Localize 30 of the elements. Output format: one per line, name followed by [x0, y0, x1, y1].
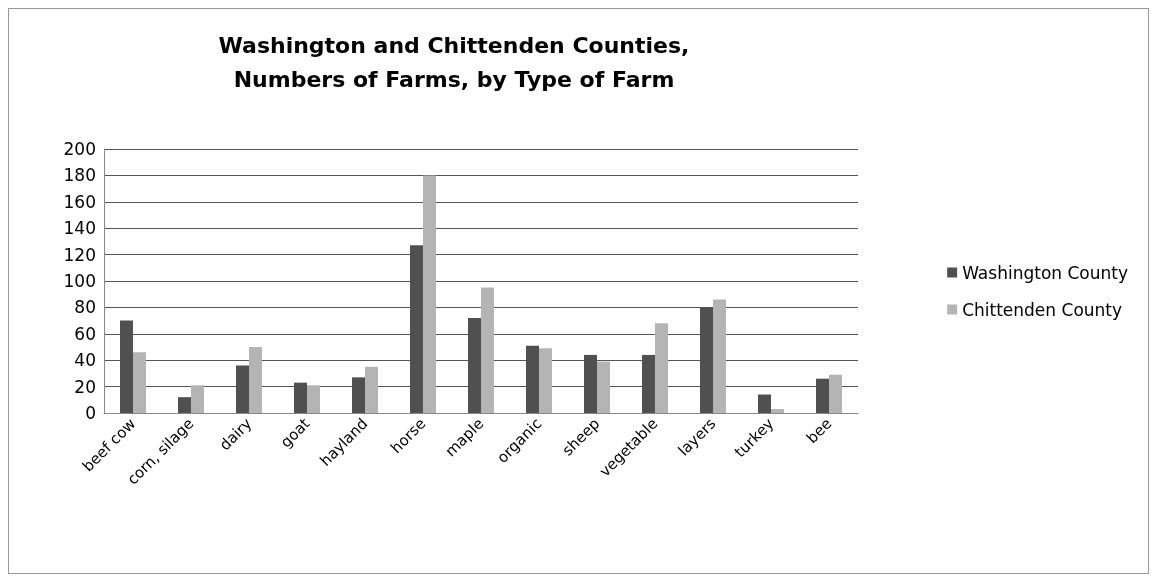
y-tick-label: 20 — [74, 376, 96, 397]
chart-title: Washington and Chittenden Counties, Numbers of Farms, by Type of Farm — [218, 32, 690, 92]
bar — [758, 394, 771, 413]
y-tick-label: 0 — [85, 403, 96, 423]
y-tick-label: 200 — [63, 139, 96, 159]
bar — [133, 352, 146, 413]
bar — [178, 397, 191, 413]
bar — [365, 366, 378, 413]
bar — [481, 287, 494, 413]
bar — [539, 348, 552, 413]
bar — [713, 299, 726, 413]
y-tick-label: 180 — [63, 165, 96, 186]
y-tick-label: 100 — [63, 271, 96, 291]
bar — [597, 361, 610, 413]
y-tick-label: 160 — [63, 191, 96, 212]
legend-label: Washington County — [962, 262, 1129, 283]
bar — [829, 374, 842, 413]
y-tick-label: 40 — [74, 350, 96, 371]
bar — [655, 323, 668, 413]
bar — [307, 385, 320, 413]
bar — [423, 175, 436, 413]
y-tick-label: 120 — [63, 244, 96, 265]
bar — [771, 409, 784, 413]
legend-label: Chittenden County — [962, 299, 1123, 320]
bar — [249, 347, 262, 413]
y-tick-label: 140 — [63, 218, 96, 239]
bar — [191, 385, 204, 413]
x-tick-label: bee — [802, 414, 836, 448]
y-tick-label: 80 — [74, 297, 96, 318]
y-tick-label: 60 — [74, 323, 96, 344]
